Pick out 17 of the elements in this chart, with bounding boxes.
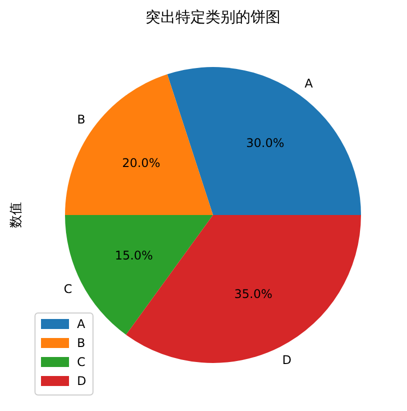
pie-slice bbox=[65, 74, 213, 215]
pie-slice bbox=[167, 67, 361, 215]
data-label: 20.0% bbox=[122, 156, 160, 170]
slice-label: D bbox=[282, 353, 292, 368]
chart-title: 突出特定类别的饼图 bbox=[146, 8, 280, 26]
slice-label: A bbox=[304, 76, 314, 90]
slice-label: B bbox=[77, 112, 86, 126]
legend-label: A bbox=[77, 317, 86, 331]
data-label: 15.0% bbox=[114, 248, 153, 262]
pie-slice bbox=[65, 215, 213, 335]
slice-label: C bbox=[64, 282, 72, 296]
legend-label: C bbox=[77, 355, 86, 369]
text: 数值 bbox=[9, 202, 24, 228]
data-label: 35.0% bbox=[234, 287, 272, 302]
data-label: 30.0% bbox=[246, 136, 284, 150]
legend-label: B bbox=[77, 336, 86, 350]
legend-label: D bbox=[77, 374, 86, 388]
